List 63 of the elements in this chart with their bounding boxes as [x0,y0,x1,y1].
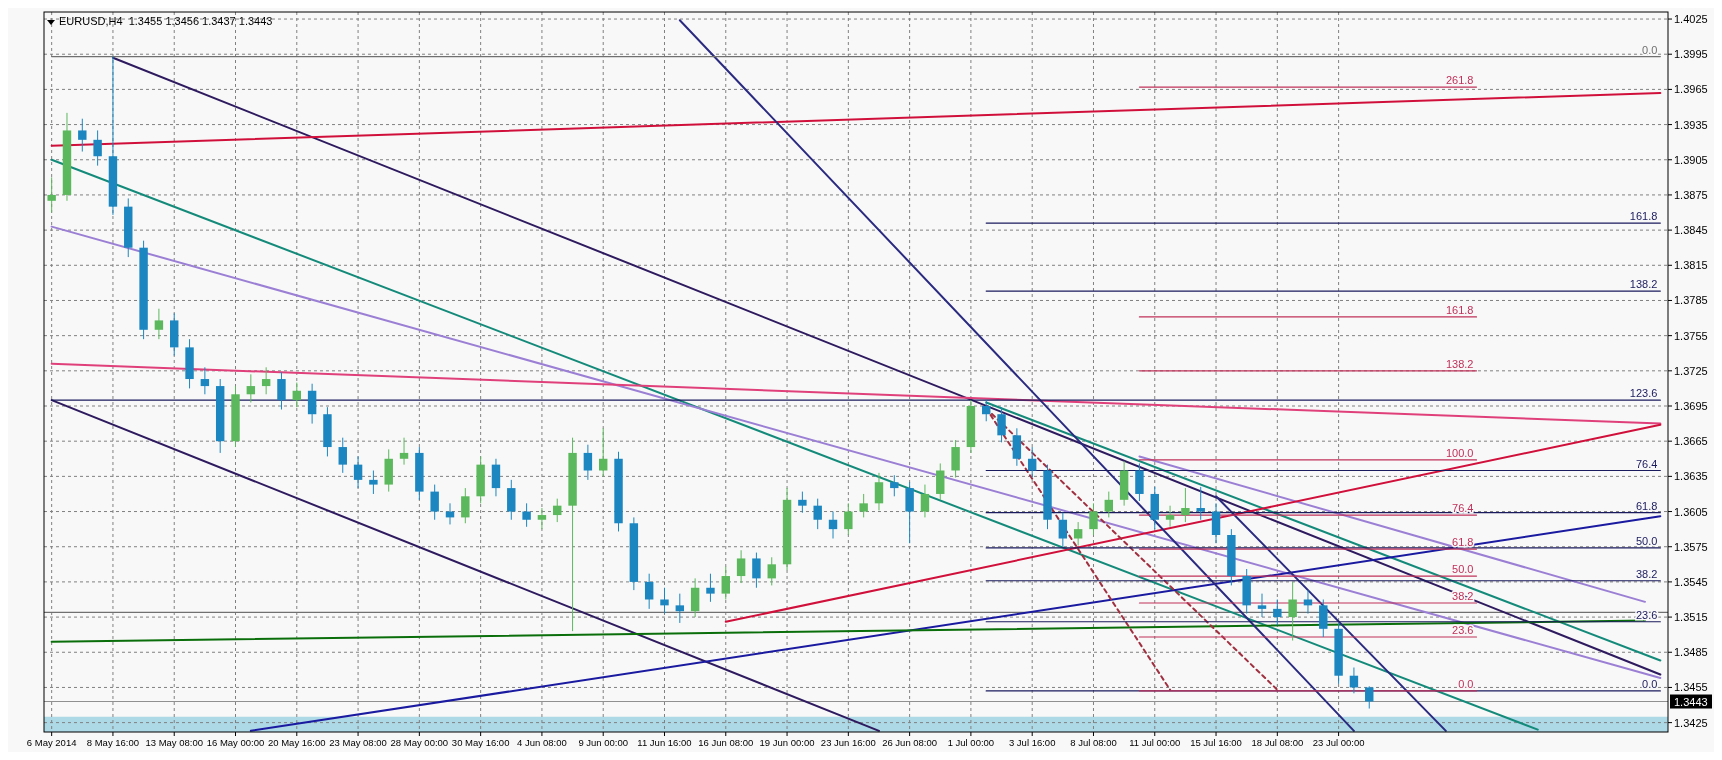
x-tick-label: 19 Jun 00:00 [759,737,815,748]
series-label: 50.0 [1452,563,1474,576]
annotation: 1.3443 [1674,695,1708,708]
x-tick-label: 23 May 08:00 [329,737,387,748]
series-label: 38.2 [1635,567,1658,580]
y-tick-label: 1.3905 [1674,153,1708,166]
x-tick-label: 26 Jun 08:00 [882,737,938,748]
x-tick-label: 8 May 16:00 [86,737,140,748]
y-tick-label: 1.3425 [1674,716,1708,729]
y-tick-label: 1.3785 [1674,294,1708,307]
y-tick-label: 1.3635 [1674,470,1708,483]
x-tick-label: 9 Jun 00:00 [578,737,629,748]
series-label: 138.2 [1445,357,1474,370]
y-tick-label: 1.3575 [1674,540,1708,553]
series-label: 161.8 [1629,210,1658,223]
x-tick-label: 23 Jun 16:00 [820,737,876,748]
x-tick-label: 15 Jul 16:00 [1190,737,1242,748]
series-label: 261.8 [1445,74,1474,87]
series-label: 50.0 [1635,534,1658,547]
x-tick-label: 1 Jul 00:00 [947,737,995,748]
y-tick-label: 1.3545 [1674,575,1708,588]
series-label: 23.6 [1452,624,1474,637]
x-tick-label: 30 May 16:00 [451,737,510,748]
x-tick-label: 6 May 2014 [26,737,77,748]
x-tick-label: 11 Jul 00:00 [1129,737,1181,748]
series-label: 100.0 [1445,446,1474,459]
y-tick-label: 1.3815 [1674,259,1708,272]
series-label: 61.8 [1635,499,1658,512]
y-tick-label: 1.3965 [1674,83,1708,96]
y-tick-label: 1.3935 [1674,118,1708,131]
y-tick-label: 1.3665 [1674,435,1708,448]
y-tick-label: 1.3845 [1674,224,1708,237]
series-label: 161.8 [1445,303,1474,316]
chart-title: EURUSD,H4 1.3455 1.3456 1.3437 1.3443 [59,15,273,27]
x-tick-label: 28 May 00:00 [390,737,449,748]
series-label: 138.2 [1629,278,1658,291]
series-label: 76.4 [1452,502,1474,515]
y-tick-label: 1.3515 [1674,611,1708,624]
x-tick-label: 16 Jun 08:00 [698,737,754,748]
x-tick-label: 23 Jul 00:00 [1312,737,1365,748]
series-label: 0.0 [1458,677,1474,690]
series-label: 123.6 [1629,387,1658,400]
x-tick-label: 8 Jul 08:00 [1070,737,1117,748]
series-label: 0.0 [1642,677,1658,690]
x-tick-label: 3 Jul 16:00 [1008,737,1056,748]
x-tick-label: 16 May 00:00 [206,737,265,748]
x-tick-label: 18 Jul 08:00 [1251,737,1304,748]
y-tick-label: 1.3725 [1674,364,1708,377]
y-tick-label: 1.3695 [1674,400,1708,413]
y-tick-label: 1.3455 [1674,681,1708,694]
y-tick-label: 1.3995 [1674,48,1708,61]
x-tick-label: 20 May 16:00 [268,737,326,748]
y-tick-label: 1.4025 [1674,13,1708,26]
series-label: 61.8 [1452,536,1474,549]
series-label: 0.0 [1642,43,1658,56]
y-tick-label: 1.3605 [1674,505,1708,518]
y-tick-label: 1.3485 [1674,646,1708,659]
y-tick-label: 1.3755 [1674,329,1708,342]
x-tick-label: 13 May 08:00 [145,737,204,748]
x-tick-label: 4 Jun 08:00 [517,737,567,748]
series-label: 76.4 [1635,457,1658,470]
x-tick-label: 11 Jun 16:00 [637,737,692,748]
y-tick-label: 1.3875 [1674,188,1708,201]
